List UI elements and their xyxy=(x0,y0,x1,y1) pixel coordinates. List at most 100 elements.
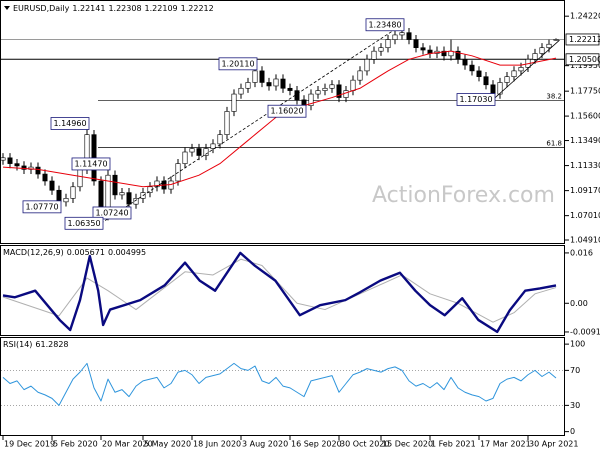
candle-body xyxy=(455,50,461,60)
price-panel-frame xyxy=(0,0,565,244)
x-tick-label: 30 Apr 2021 xyxy=(529,440,578,449)
x-tick-label: 20 Mar 2020 xyxy=(102,440,153,449)
line-series xyxy=(2,258,557,323)
candle-body xyxy=(413,39,419,49)
candle-body xyxy=(385,39,391,49)
candle-body xyxy=(273,78,279,87)
y-tick-label: -0.009116 xyxy=(570,327,600,336)
candle-body xyxy=(14,163,20,167)
y-tick-label: 0 xyxy=(570,427,575,436)
candle-body xyxy=(245,82,251,89)
y-tick-label: 100 xyxy=(570,340,585,349)
candle-body xyxy=(119,192,125,196)
price-annotation-box xyxy=(267,104,307,118)
watermark: ActionForex.com xyxy=(372,183,555,208)
candle-body xyxy=(357,70,363,81)
candle-body xyxy=(56,189,62,203)
candle-body xyxy=(126,192,132,205)
price-annotation-label: 1.14960 xyxy=(53,119,86,128)
candle-body xyxy=(350,79,356,91)
x-tick-label: 17 Mar 2021 xyxy=(480,440,531,449)
candle-body xyxy=(7,157,13,164)
candle-body xyxy=(280,78,286,89)
price-annotation-box xyxy=(365,18,405,32)
y-tick-label: 1.13490 xyxy=(570,136,600,145)
header-value: 61.2828 xyxy=(35,340,68,349)
price-annotation-box xyxy=(456,93,496,106)
candle-body xyxy=(462,58,468,66)
candle-body xyxy=(504,76,510,83)
trend-line xyxy=(100,24,403,224)
price-annotation-label: 1.17030 xyxy=(459,95,492,104)
candle-body xyxy=(287,87,293,91)
menu-icon xyxy=(4,6,10,10)
candle-body xyxy=(553,39,559,41)
price-annotation-box xyxy=(71,157,111,171)
header-title: MACD(12,26,9) xyxy=(3,248,64,257)
y-tick-label: 30 xyxy=(570,401,580,410)
x-tick-label: 1 Feb 2021 xyxy=(431,440,476,449)
header-value: 0.004995 xyxy=(108,248,146,257)
candle-body xyxy=(329,84,335,89)
candle-body xyxy=(189,148,195,153)
header-value: 0.005671 xyxy=(67,248,105,257)
candle-body xyxy=(182,151,188,164)
x-tick-label: 5 Feb 2020 xyxy=(53,440,98,449)
price-annotation-box xyxy=(64,216,104,230)
y-tick-label: 1.07010 xyxy=(570,211,600,220)
candle-body xyxy=(476,70,482,77)
panel-header: RSI(14) 61.2828 xyxy=(3,340,69,349)
candle-body xyxy=(224,111,230,135)
y-tick-label: 1.19950 xyxy=(570,61,600,70)
trend-line xyxy=(492,39,560,100)
price-level-box xyxy=(565,53,600,66)
candle-body xyxy=(231,93,237,112)
candle-body xyxy=(490,84,496,95)
candle-body xyxy=(532,53,538,60)
candle-body xyxy=(420,47,426,51)
y-tick-label: 1.15600 xyxy=(570,112,600,121)
candle-body xyxy=(441,50,447,57)
header-value: 1.22109 xyxy=(145,4,178,13)
candle-body xyxy=(70,186,76,199)
panel-header: EURUSD,Daily 1.22141 1.22308 1.22109 1.22212 xyxy=(13,4,214,13)
header-value: 1.22212 xyxy=(181,4,214,13)
price-level-label: 1.20500 xyxy=(569,55,600,64)
candle-body xyxy=(406,32,412,40)
price-annotation-label: 1.07240 xyxy=(95,208,128,217)
price-annotation-label: 1.06350 xyxy=(67,219,100,228)
candle-body xyxy=(399,32,405,36)
candle-body xyxy=(343,90,349,98)
price-annotation-box xyxy=(92,206,132,220)
candle-body xyxy=(210,143,216,149)
candle-body xyxy=(49,180,55,191)
plot-layer: ActionForex.com 1.24220 1.19950 1.17750 1.15… xyxy=(0,4,600,449)
candle-body xyxy=(483,76,489,86)
candle-body xyxy=(238,87,244,95)
candle-body xyxy=(252,70,258,83)
candle-body xyxy=(336,84,342,98)
candle-body xyxy=(392,34,398,40)
x-tick-label: 5 May 2020 xyxy=(144,440,191,449)
candle-body xyxy=(546,43,552,49)
candle-body xyxy=(378,47,384,52)
candle-body xyxy=(315,90,321,95)
candle-body xyxy=(259,70,265,83)
candle-body xyxy=(511,70,517,77)
price-annotation-box xyxy=(218,57,258,71)
x-tick-label: 30 Oct 2020 xyxy=(340,440,389,449)
candle-body xyxy=(63,198,69,203)
candle-body xyxy=(112,174,118,196)
y-tick-label: 0.016 xyxy=(570,248,593,257)
candle-body xyxy=(203,148,209,156)
x-tick-label: 16 Sep 2020 xyxy=(291,440,342,449)
x-tick-label: 15 Dec 2020 xyxy=(382,440,433,449)
candle-body xyxy=(539,47,545,54)
x-tick-label: 19 Dec 2019 xyxy=(4,440,55,449)
price-annotation-label: 1.20110 xyxy=(221,59,254,68)
panel-header: MACD(12,26,9) 0.005671 0.004995 xyxy=(3,248,146,257)
fib-label: 61.8 xyxy=(546,139,562,147)
candle-body xyxy=(364,58,370,72)
